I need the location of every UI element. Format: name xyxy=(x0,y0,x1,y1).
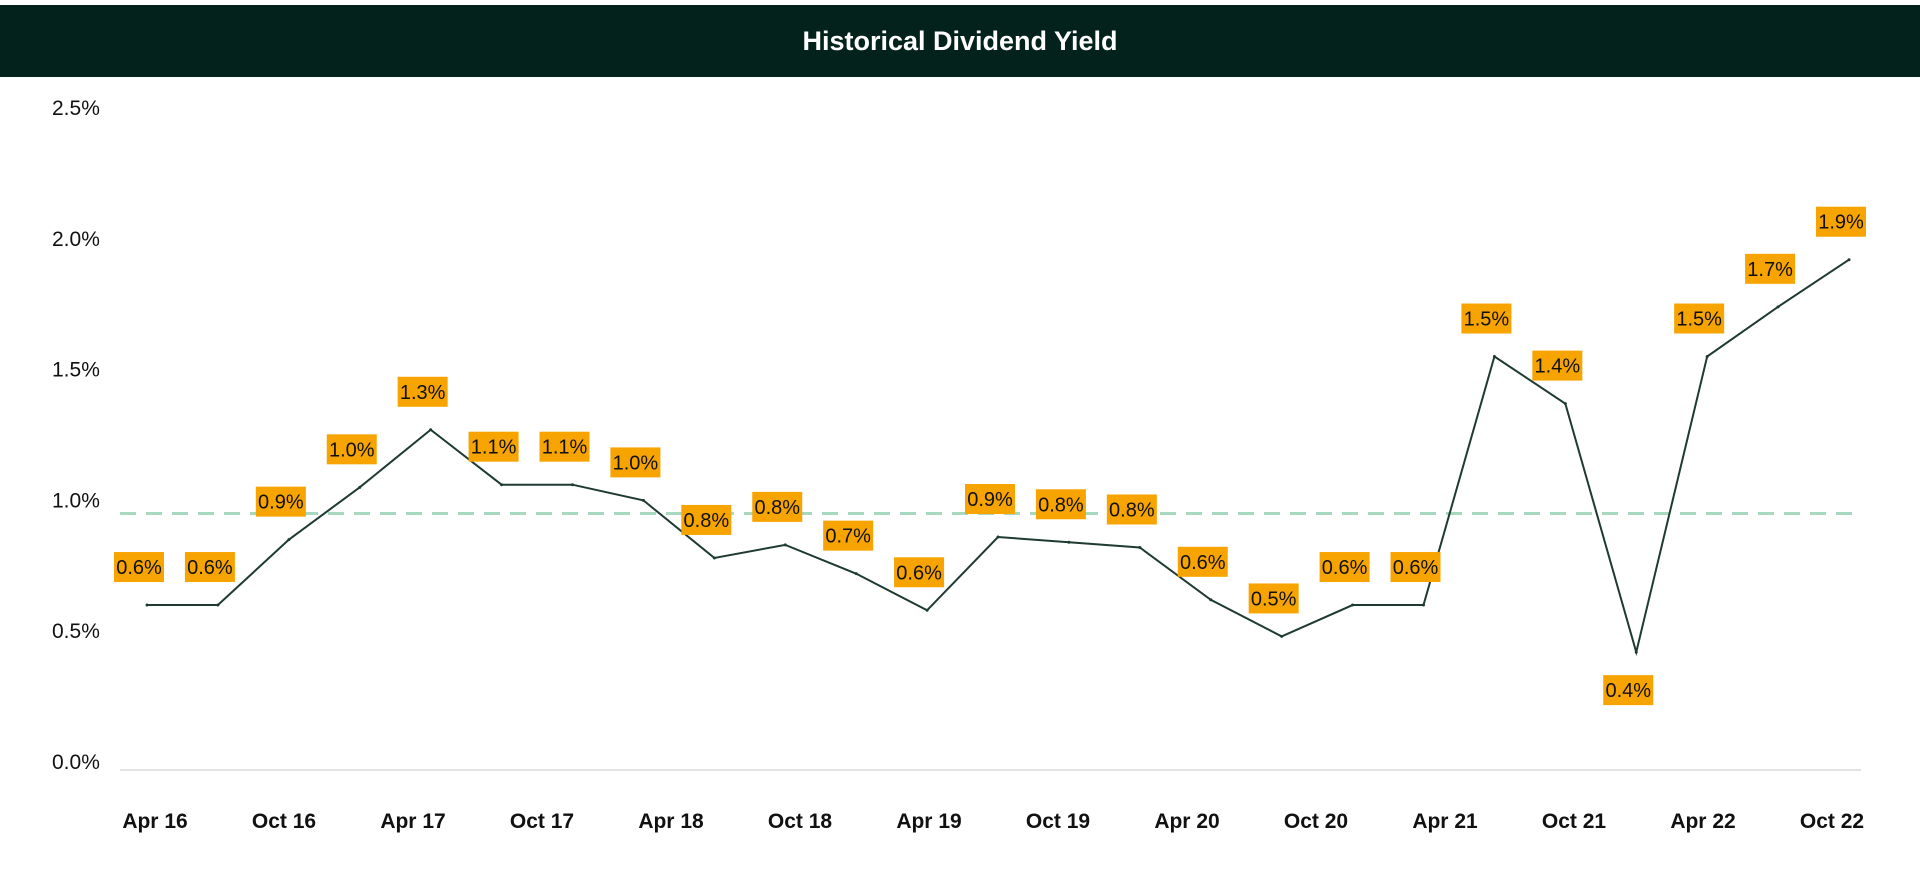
x-tick-label: Apr 16 xyxy=(122,810,187,833)
data-label: 0.9% xyxy=(967,489,1013,511)
data-label-bg xyxy=(539,431,590,462)
data-label-bg xyxy=(681,504,732,535)
data-label: 1.0% xyxy=(329,439,375,461)
data-label: 0.8% xyxy=(754,497,800,519)
data-point xyxy=(1705,355,1709,359)
data-point xyxy=(783,543,787,547)
data-label: 0.6% xyxy=(1393,557,1439,579)
data-label: 0.8% xyxy=(684,510,730,532)
data-point xyxy=(571,483,574,487)
x-tick-label: Oct 21 xyxy=(1542,810,1607,833)
data-label: 0.7% xyxy=(825,526,871,548)
data-point xyxy=(358,485,362,489)
data-label-bg xyxy=(1106,494,1157,525)
data-point xyxy=(1847,258,1851,262)
data-point xyxy=(216,603,220,607)
data-label-bg xyxy=(1532,350,1583,381)
data-label: 1.1% xyxy=(542,437,588,459)
data-point xyxy=(1138,545,1142,549)
data-label-bg xyxy=(1319,552,1370,583)
data-point xyxy=(1067,540,1071,544)
data-label-bg xyxy=(114,552,164,583)
data-label-bg xyxy=(1248,583,1299,614)
data-label-bg xyxy=(1816,206,1866,237)
data-label-bg xyxy=(184,552,235,583)
y-tick-label: 0.0% xyxy=(52,751,100,774)
y-tick-label: 1.5% xyxy=(52,359,100,382)
x-tick-label: Apr 18 xyxy=(638,810,704,833)
data-label-bg xyxy=(823,520,874,551)
data-label-bg xyxy=(1035,489,1086,520)
data-label-bg xyxy=(894,557,945,588)
data-label-bg xyxy=(468,431,519,462)
data-label-bg xyxy=(1177,546,1228,577)
data-label-bg xyxy=(255,486,306,517)
data-label-bg xyxy=(326,434,377,465)
data-label: 1.9% xyxy=(1818,212,1864,234)
data-point xyxy=(641,498,645,502)
data-label: 1.5% xyxy=(1676,309,1722,331)
data-point xyxy=(145,603,149,607)
data-point xyxy=(925,608,929,612)
x-tick-label: Oct 18 xyxy=(768,810,833,833)
data-label: 0.8% xyxy=(1038,494,1084,516)
data-label: 1.1% xyxy=(471,437,517,459)
y-tick-label: 2.5% xyxy=(52,97,100,120)
x-tick-label: Oct 16 xyxy=(252,810,316,833)
data-label: 0.9% xyxy=(258,492,304,514)
data-point xyxy=(1776,305,1780,309)
data-point xyxy=(1422,603,1425,607)
x-tick-label: Oct 22 xyxy=(1800,810,1864,833)
x-tick-label: Oct 17 xyxy=(510,810,574,833)
data-point xyxy=(1209,598,1213,602)
data-point xyxy=(854,572,858,576)
data-label-bg xyxy=(752,491,803,522)
data-point xyxy=(1492,355,1496,359)
data-label: 0.8% xyxy=(1109,499,1155,521)
y-tick-label: 2.0% xyxy=(52,228,100,251)
data-label-bg xyxy=(1603,675,1654,706)
data-label: 1.4% xyxy=(1535,356,1581,378)
data-label: 0.4% xyxy=(1605,680,1651,702)
data-label-bg xyxy=(1461,303,1512,334)
data-point xyxy=(1563,402,1567,406)
data-label: 0.6% xyxy=(896,562,942,584)
data-label-bg xyxy=(965,484,1015,515)
data-label-bg xyxy=(1745,253,1796,284)
data-point xyxy=(429,428,433,432)
series-line xyxy=(147,258,1850,657)
data-point xyxy=(1351,603,1355,607)
x-tick-label: Apr 21 xyxy=(1412,810,1478,833)
data-point xyxy=(712,556,716,560)
data-label: 1.7% xyxy=(1747,259,1793,281)
data-label: 0.6% xyxy=(1180,552,1226,574)
x-tick-label: Apr 20 xyxy=(1154,810,1219,833)
data-label: 1.0% xyxy=(613,452,659,474)
data-label: 0.6% xyxy=(1322,557,1368,579)
data-label: 1.3% xyxy=(400,382,446,404)
data-point xyxy=(1280,634,1284,638)
y-tick-label: 1.0% xyxy=(52,489,100,512)
data-label: 0.5% xyxy=(1251,588,1297,610)
data-label-bg xyxy=(1674,303,1725,334)
x-tick-label: Apr 17 xyxy=(380,810,445,833)
y-tick-label: 0.5% xyxy=(52,620,100,643)
x-tick-label: Apr 19 xyxy=(896,810,961,833)
x-tick-label: Oct 19 xyxy=(1026,810,1090,833)
data-point xyxy=(287,538,291,542)
data-label-bg xyxy=(610,447,661,478)
data-label: 1.5% xyxy=(1464,309,1510,331)
chart-title: Historical Dividend Yield xyxy=(0,5,1920,77)
data-label: 0.6% xyxy=(187,557,233,579)
data-point xyxy=(1634,650,1638,654)
data-point xyxy=(500,483,504,487)
data-point xyxy=(996,535,1000,539)
x-tick-label: Apr 22 xyxy=(1670,810,1735,833)
data-label-bg xyxy=(1390,552,1441,583)
data-label-bg xyxy=(397,376,448,407)
x-tick-label: Oct 20 xyxy=(1284,810,1348,833)
data-label: 0.6% xyxy=(116,557,162,579)
